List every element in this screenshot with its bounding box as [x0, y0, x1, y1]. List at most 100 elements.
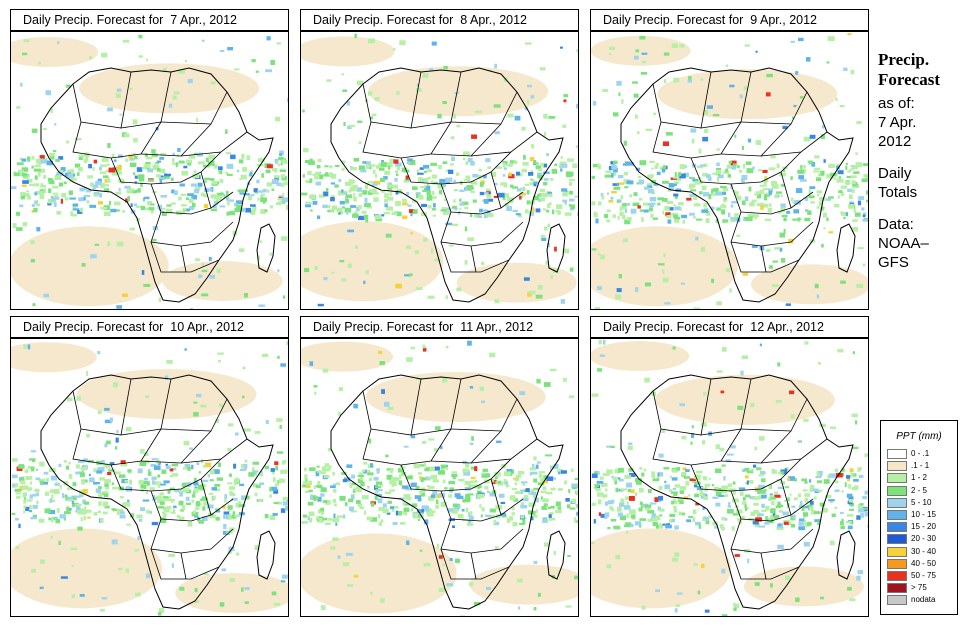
precip-cell [354, 33, 357, 39]
precip-cell [301, 521, 308, 524]
precip-cell [839, 105, 845, 108]
precip-cell [155, 174, 161, 177]
precip-cell [180, 509, 184, 512]
precip-cell [674, 196, 678, 199]
precip-cell [594, 471, 600, 474]
precip-cell [743, 86, 748, 91]
precip-cell [769, 493, 773, 496]
precip-cell [419, 490, 423, 494]
precip-cell [690, 441, 693, 445]
precip-cell [225, 152, 232, 155]
precip-cell [648, 188, 654, 194]
panel-title-prefix: Daily Precip. Forecast for [23, 13, 164, 27]
precip-cell [481, 507, 485, 512]
precip-cell [138, 519, 143, 522]
precip-cell [25, 476, 33, 480]
precip-cell [153, 465, 161, 471]
asof-date-line2: 2012 [878, 133, 912, 150]
precip-cell [652, 522, 658, 526]
precip-cell [514, 478, 520, 482]
country-border [362, 378, 422, 436]
precip-cell [277, 197, 284, 200]
precip-cell [345, 196, 348, 202]
precip-cell [59, 514, 66, 519]
precip-cell [533, 195, 540, 201]
precip-cell [555, 510, 562, 514]
precip-cell [156, 168, 161, 172]
precip-cell [565, 498, 570, 502]
precip-cell [330, 546, 336, 550]
precip-cell [183, 488, 190, 492]
precip-cell [734, 134, 737, 138]
precip-cell [452, 475, 456, 480]
precip-cell [840, 185, 847, 189]
precip-cell [320, 493, 325, 497]
precip-cell [669, 519, 673, 523]
precip-cell [434, 466, 440, 471]
precip-cell [154, 161, 160, 164]
precip-cell [322, 517, 328, 521]
precip-cell [734, 554, 740, 557]
precip-cell [116, 429, 119, 433]
precip-cell [502, 174, 506, 177]
precip-cell [666, 132, 673, 136]
precip-cell [701, 422, 707, 427]
precip-cell [545, 454, 552, 457]
precip-cell [505, 484, 510, 488]
precip-cell [157, 474, 161, 478]
precip-cell [463, 470, 471, 476]
precip-cell [658, 522, 662, 528]
precip-cell [71, 213, 78, 217]
precip-cell [259, 473, 264, 477]
precip-cell [782, 125, 788, 130]
precip-cell [816, 470, 821, 476]
precip-cell [852, 446, 859, 450]
precip-cell [140, 484, 147, 490]
precip-cell [809, 500, 814, 505]
precip-cell [628, 442, 633, 446]
precip-cell [736, 195, 741, 200]
precip-cell [703, 110, 708, 115]
precip-cell [530, 178, 533, 181]
precip-cell [77, 172, 80, 176]
precip-cell [307, 171, 312, 175]
precip-cell [529, 467, 536, 471]
precip-cell [673, 204, 676, 207]
precip-cell [440, 464, 447, 469]
precip-cell [458, 478, 465, 482]
precip-cell [51, 197, 56, 202]
precip-cell [314, 176, 319, 180]
precip-cell [726, 165, 732, 168]
precip-cell [405, 487, 413, 491]
precip-cell [196, 393, 202, 398]
legend-item: 15 - 20 [887, 522, 953, 533]
precip-cell [630, 208, 637, 214]
precip-cell [252, 470, 257, 476]
precip-cell [415, 485, 420, 489]
precip-cell [372, 169, 376, 174]
precip-cell [569, 198, 575, 202]
precip-cell [823, 507, 828, 513]
precip-cell [701, 493, 706, 498]
precip-cell [347, 584, 354, 587]
precip-cell [426, 467, 430, 470]
precip-cell [323, 191, 329, 197]
precip-cell [404, 503, 411, 506]
precip-cell [718, 174, 724, 179]
precip-cell [752, 166, 755, 170]
precip-cell [315, 496, 319, 500]
precip-cell [325, 522, 331, 525]
precip-cell [644, 282, 652, 287]
precip-cell [195, 258, 200, 262]
precip-cell [529, 471, 532, 476]
precip-cell [339, 200, 345, 205]
precip-cell [543, 131, 546, 137]
country-border [730, 548, 800, 580]
precip-cell [633, 192, 638, 196]
country-border [470, 245, 477, 273]
precip-cell [259, 482, 265, 486]
precip-cell [732, 163, 737, 168]
precip-cell [323, 475, 330, 478]
precip-cell [540, 490, 547, 494]
precip-cell [424, 519, 429, 525]
